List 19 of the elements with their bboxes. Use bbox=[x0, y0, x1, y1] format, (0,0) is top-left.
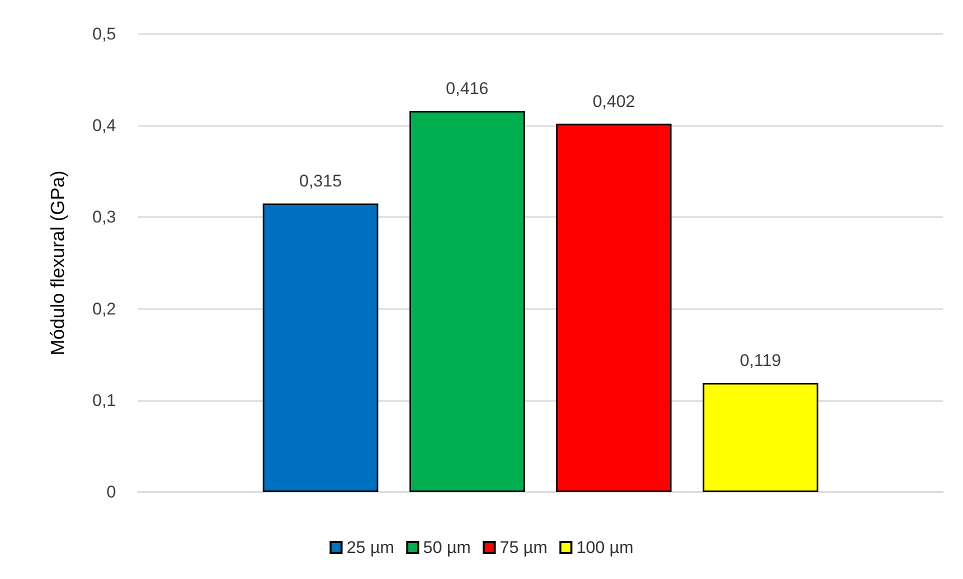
legend-label: 100 µm bbox=[576, 538, 634, 557]
y-tick-label: 0,3 bbox=[92, 208, 116, 227]
legend-label: 25 µm bbox=[346, 538, 394, 557]
bar bbox=[262, 203, 378, 492]
bar bbox=[556, 124, 672, 492]
data-label: 0,315 bbox=[299, 171, 342, 190]
data-label: 0,416 bbox=[446, 78, 488, 98]
legend-label: 50 µm bbox=[423, 538, 471, 557]
y-tick-label: 0,4 bbox=[92, 116, 116, 136]
data-label: 0,402 bbox=[592, 92, 636, 111]
bar bbox=[702, 382, 818, 492]
y-tick-label: 0,5 bbox=[92, 24, 116, 44]
y-tick-label: 0,2 bbox=[92, 299, 116, 318]
data-label: 0,119 bbox=[740, 350, 782, 370]
y-tick-label: 0 bbox=[106, 482, 116, 502]
legend-label: 75 µm bbox=[500, 538, 548, 557]
y-axis-title: Módulo flexural (GPa) bbox=[48, 170, 69, 356]
y-tick-label: 0,1 bbox=[92, 390, 116, 410]
bar bbox=[409, 110, 525, 492]
